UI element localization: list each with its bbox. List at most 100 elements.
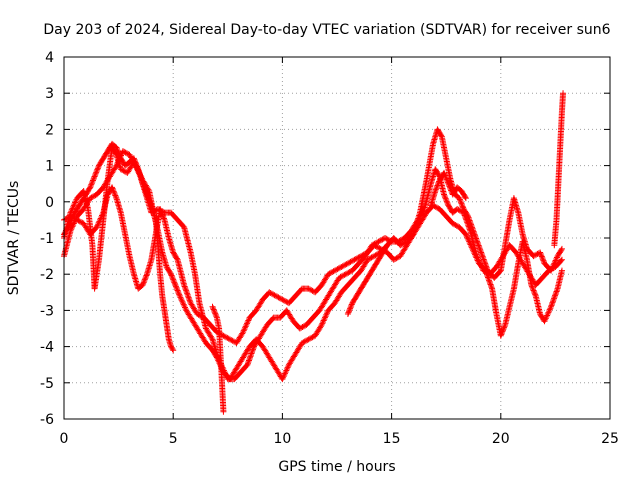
y-tick-label: -6 bbox=[40, 412, 54, 428]
y-tick-label: -5 bbox=[40, 376, 54, 392]
data-point bbox=[169, 273, 176, 280]
data-point bbox=[441, 169, 448, 176]
data-point bbox=[71, 200, 78, 207]
data-point bbox=[186, 297, 193, 304]
data-point bbox=[368, 254, 375, 261]
data-point bbox=[432, 203, 439, 210]
data-point bbox=[379, 236, 386, 243]
data-point bbox=[360, 251, 367, 258]
data-point bbox=[473, 255, 480, 262]
data-point bbox=[373, 243, 380, 250]
data-point bbox=[275, 294, 282, 301]
data-point bbox=[398, 241, 405, 248]
data-point bbox=[114, 161, 121, 168]
data-point bbox=[247, 353, 254, 360]
data-point bbox=[271, 292, 278, 299]
data-point bbox=[281, 371, 288, 378]
data-point bbox=[480, 255, 487, 262]
data-point bbox=[272, 292, 279, 299]
data-point bbox=[244, 361, 251, 368]
data-point bbox=[140, 183, 147, 190]
data-point bbox=[305, 285, 312, 292]
data-point bbox=[323, 310, 330, 317]
data-point bbox=[372, 252, 379, 259]
data-point bbox=[282, 370, 289, 377]
data-point bbox=[551, 258, 558, 265]
data-point bbox=[304, 337, 311, 344]
data-point bbox=[305, 336, 312, 343]
data-point bbox=[458, 200, 465, 207]
data-point bbox=[488, 282, 495, 289]
data-point bbox=[283, 366, 290, 373]
data-point bbox=[89, 177, 96, 184]
data-point bbox=[142, 187, 149, 194]
data-point bbox=[344, 311, 351, 318]
data-point bbox=[78, 219, 85, 226]
data-point bbox=[88, 181, 95, 188]
data-point bbox=[240, 327, 247, 334]
data-point bbox=[367, 255, 374, 262]
data-point bbox=[248, 350, 255, 357]
data-point bbox=[267, 290, 274, 297]
data-point bbox=[531, 290, 538, 297]
data-point bbox=[435, 181, 442, 188]
data-point bbox=[465, 214, 472, 221]
data-point bbox=[323, 311, 330, 318]
data-point bbox=[480, 256, 487, 263]
data-point bbox=[319, 320, 326, 327]
data-point bbox=[282, 297, 289, 304]
data-point bbox=[117, 166, 124, 173]
data-point bbox=[350, 257, 357, 264]
data-point bbox=[548, 266, 555, 273]
data-point bbox=[390, 256, 397, 263]
data-point bbox=[343, 261, 350, 268]
data-point bbox=[469, 245, 476, 252]
data-point bbox=[468, 242, 475, 249]
data-point bbox=[174, 286, 181, 293]
series-track-e bbox=[209, 303, 227, 415]
data-point bbox=[90, 176, 97, 183]
data-point bbox=[358, 253, 365, 260]
data-point bbox=[212, 311, 219, 318]
data-point bbox=[110, 188, 117, 195]
data-point bbox=[111, 191, 118, 198]
data-point bbox=[553, 254, 560, 261]
data-point bbox=[180, 301, 187, 308]
data-point bbox=[121, 148, 128, 155]
data-point bbox=[306, 335, 313, 342]
data-point bbox=[95, 219, 102, 226]
x-tick-label: 5 bbox=[169, 431, 178, 447]
data-point bbox=[468, 223, 475, 230]
data-point bbox=[467, 241, 474, 248]
data-point bbox=[531, 252, 538, 259]
data-point bbox=[112, 193, 119, 200]
data-point bbox=[549, 300, 556, 307]
y-tick-label: -1 bbox=[40, 231, 54, 247]
data-point bbox=[537, 250, 544, 257]
data-point bbox=[145, 194, 152, 201]
data-point bbox=[175, 288, 182, 295]
data-point bbox=[466, 238, 473, 245]
data-point bbox=[229, 337, 236, 344]
data-point bbox=[540, 257, 547, 264]
data-point bbox=[133, 160, 140, 167]
data-point bbox=[144, 192, 151, 199]
data-point bbox=[87, 195, 94, 202]
data-point bbox=[91, 193, 98, 200]
data-point bbox=[548, 302, 555, 309]
data-point bbox=[444, 177, 451, 184]
data-point bbox=[558, 256, 565, 263]
data-point bbox=[325, 271, 332, 278]
data-point bbox=[553, 255, 560, 262]
y-tick-label: 2 bbox=[45, 122, 54, 138]
data-point bbox=[383, 235, 390, 242]
data-point bbox=[241, 326, 248, 333]
data-point bbox=[169, 275, 176, 282]
data-point bbox=[447, 186, 454, 193]
data-point bbox=[392, 255, 399, 262]
data-point bbox=[541, 318, 548, 325]
chart-title: Day 203 of 2024, Sidereal Day-to-day VTE… bbox=[43, 22, 610, 38]
data-point bbox=[348, 258, 355, 265]
data-point bbox=[464, 235, 471, 242]
data-point bbox=[171, 280, 178, 287]
